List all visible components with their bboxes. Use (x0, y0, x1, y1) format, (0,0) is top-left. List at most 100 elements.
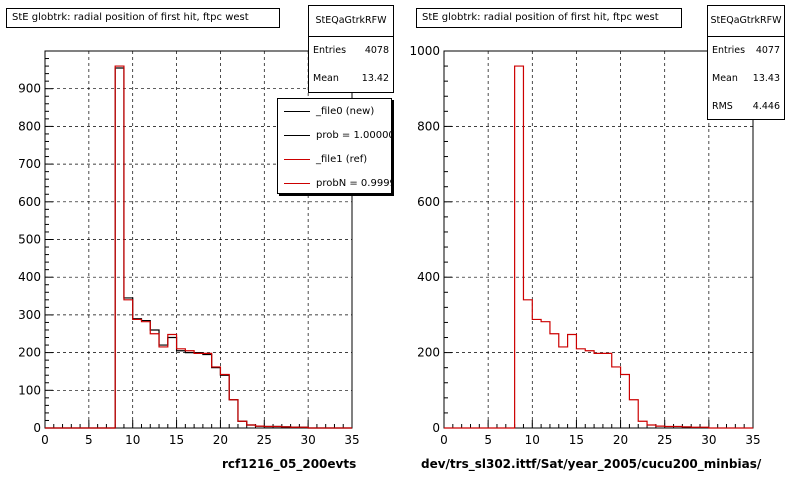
histogram-bin (220, 374, 229, 428)
stats-row-entries: Entries 4078 (309, 37, 393, 65)
stats-value: 4078 (364, 45, 389, 56)
histogram-bin (141, 321, 150, 428)
histogram-bin (133, 319, 142, 428)
histogram-bin (203, 353, 212, 428)
histogram-bin (576, 349, 585, 428)
stats-row-entries: Entries 4077 (708, 37, 784, 65)
histogram-title-left: StE globtrk: radial position of first hi… (6, 8, 280, 28)
histogram-bin (594, 353, 603, 428)
stats-value: 13.42 (361, 73, 389, 84)
histogram-bin (220, 375, 229, 428)
x-tick-label: 25 (657, 433, 672, 447)
histogram-bin (203, 354, 212, 428)
y-tick-label: 400 (18, 270, 41, 284)
histogram-title-text: StE globtrk: radial position of first hi… (12, 12, 249, 23)
histogram-bin (532, 319, 541, 428)
y-tick-label: 0 (432, 421, 440, 435)
histogram-bin (229, 400, 238, 428)
stats-value: 13.43 (752, 73, 780, 84)
legend-swatch (284, 134, 310, 136)
histogram-bin (168, 335, 177, 428)
histogram-bin (212, 367, 221, 428)
histogram-plot-left: 0 5 10 15 20 25 30 35 0 100 200 300 400 500 600 700 800 9… (18, 50, 360, 447)
histogram-bin (115, 66, 124, 428)
x-tick-label: 15 (169, 433, 184, 447)
legend-swatch (284, 182, 310, 184)
x-tick-label: 15 (569, 433, 584, 447)
histogram-title-text: StE globtrk: radial position of first hi… (422, 12, 659, 23)
x-tick-label: 35 (344, 433, 359, 447)
histogram-series-1 (45, 65, 352, 429)
stats-label: Entries (712, 45, 746, 56)
y-tick-label: 600 (417, 195, 440, 209)
legend-item-probn: probN = 0.999969 (278, 171, 391, 193)
caption-right: dev/trs_sl302.ittf/Sat/year_2005/cucu200… (421, 457, 762, 471)
stats-label: Entries (313, 45, 347, 56)
y-tick-label: 300 (18, 308, 41, 322)
stats-label: Mean (313, 73, 339, 84)
legend-label: prob = 1.000000 (316, 129, 391, 141)
histogram-series-0 (444, 65, 753, 429)
y-tick-label: 800 (18, 119, 41, 133)
plot-frame (443, 50, 754, 429)
histogram-bin (585, 351, 594, 428)
histogram-bin (159, 345, 168, 428)
legend-swatch (284, 158, 310, 160)
y-tick-label: 200 (18, 346, 41, 360)
histogram-bin (124, 298, 133, 428)
histogram-bin (212, 368, 221, 428)
histogram-bin (568, 335, 577, 428)
legend-label: _file1 (ref) (316, 153, 368, 165)
legend-item-file0: _file0 (new) (278, 99, 391, 123)
histogram-bin (177, 351, 186, 428)
histogram-bin (141, 322, 150, 428)
histogram-bin (229, 400, 238, 428)
stats-label: Mean (712, 73, 738, 84)
stats-value: 4077 (755, 45, 780, 56)
stats-row-mean: Mean 13.42 (309, 65, 393, 93)
stats-box-right: StEQaGtrkRFW Entries 4077 Mean 13.43 RMS… (707, 5, 785, 120)
x-tick-label: 5 (484, 433, 492, 447)
x-tick-label: 30 (701, 433, 716, 447)
histogram-bin (541, 322, 550, 428)
histogram-bin (133, 319, 142, 428)
histogram-bin (621, 374, 630, 428)
histogram-bin (150, 330, 159, 428)
legend-swatch (284, 110, 310, 112)
x-tick-label: 10 (525, 433, 540, 447)
x-tick-label: 20 (613, 433, 628, 447)
histogram-bin (550, 334, 559, 428)
histogram-bin (168, 338, 177, 428)
legend-box: _file0 (new) prob = 1.000000 _file1 (ref… (277, 98, 392, 194)
x-tick-label: 25 (257, 433, 272, 447)
y-tick-label: 0 (33, 421, 41, 435)
x-tick-label: 30 (301, 433, 316, 447)
y-tick-label: 700 (18, 157, 41, 171)
x-tick-label: 5 (85, 433, 93, 447)
y-tick-label: 200 (417, 346, 440, 360)
stats-box-title: StEQaGtrkRFW (708, 6, 784, 37)
histogram-bin (185, 351, 194, 428)
x-tick-label: 20 (213, 433, 228, 447)
stats-box-left: StEQaGtrkRFW Entries 4078 Mean 13.42 (308, 5, 394, 93)
stats-box-title: StEQaGtrkRFW (309, 6, 393, 37)
histogram-bin (124, 300, 133, 428)
y-tick-label: 500 (18, 233, 41, 247)
legend-label: probN = 0.999969 (316, 177, 391, 189)
histogram-bin (523, 300, 532, 428)
stats-label: RMS (712, 101, 733, 112)
x-tick-label: 10 (125, 433, 140, 447)
y-tick-label: 100 (18, 383, 41, 397)
y-tick-label: 1000 (409, 44, 440, 58)
x-tick-label: 0 (41, 433, 49, 447)
stats-row-rms: RMS 4.446 (708, 93, 784, 121)
stats-value: 4.446 (752, 101, 780, 112)
histogram-bin (238, 421, 247, 428)
histogram-bin (150, 334, 159, 428)
legend-item-prob: prob = 1.000000 (278, 123, 391, 147)
y-tick-label: 800 (417, 119, 440, 133)
histogram-bin (559, 347, 568, 428)
histogram-bin (159, 347, 168, 428)
histogram-title-right: StE globtrk: radial position of first hi… (416, 8, 682, 28)
